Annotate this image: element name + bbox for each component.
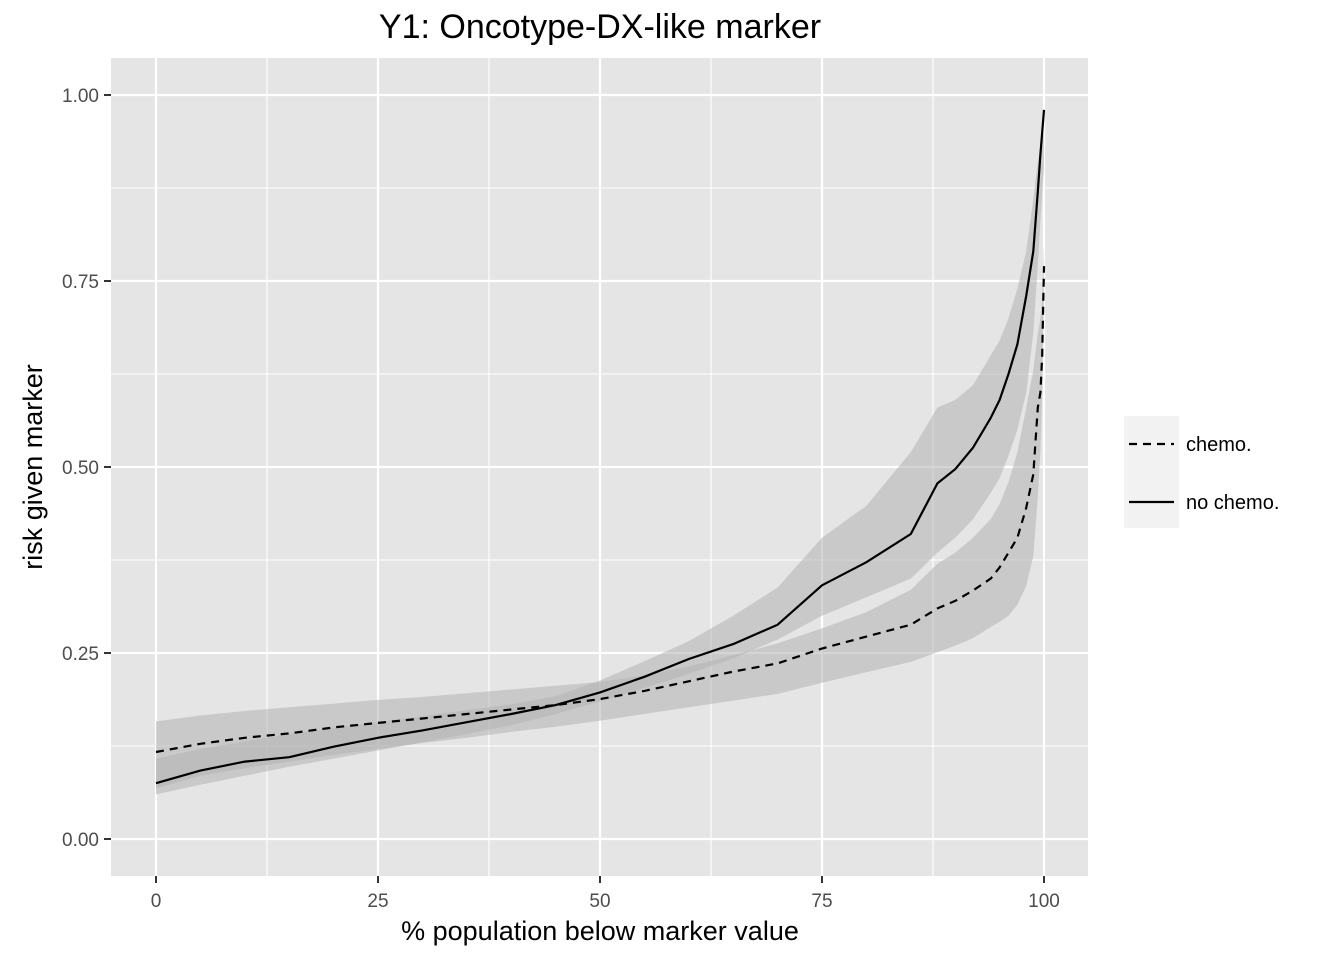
- series-lines: [155, 109, 1046, 785]
- legend-label-chemo: chemo.: [1186, 434, 1252, 456]
- x-tick-label: 25: [367, 891, 388, 912]
- y-tick-label: 0.25: [62, 644, 99, 665]
- y-tick-label: 0.75: [62, 272, 99, 293]
- x-tick-label: 75: [811, 891, 832, 912]
- line-chemo: [155, 266, 1046, 754]
- legend-key-no-chemo: [1124, 472, 1179, 528]
- x-tick-label: 50: [589, 891, 610, 912]
- legend-label-no-chemo: no chemo.: [1186, 492, 1279, 514]
- y-tick-label: 0.00: [62, 830, 99, 851]
- x-axis-title: % population below marker value: [401, 916, 799, 946]
- x-tick-label: 100: [1028, 891, 1060, 912]
- confidence-ribbons: [156, 132, 1044, 795]
- ribbon-chemo: [156, 243, 1044, 789]
- y-axis-title: risk given marker: [18, 364, 48, 570]
- tick-labels: 0 25 50 75 100 0.00 0.25 0.50 0.75 1.00: [62, 86, 1060, 912]
- legend: chemo. no chemo.: [1124, 416, 1279, 528]
- y-tick-label: 1.00: [62, 86, 99, 107]
- axis-ticks: [104, 94, 1045, 883]
- line-no-chemo: [155, 109, 1046, 785]
- y-tick-label: 0.50: [62, 458, 99, 479]
- x-tick-label: 0: [151, 891, 162, 912]
- chart-title: Y1: Oncotype-DX-like marker: [379, 8, 821, 46]
